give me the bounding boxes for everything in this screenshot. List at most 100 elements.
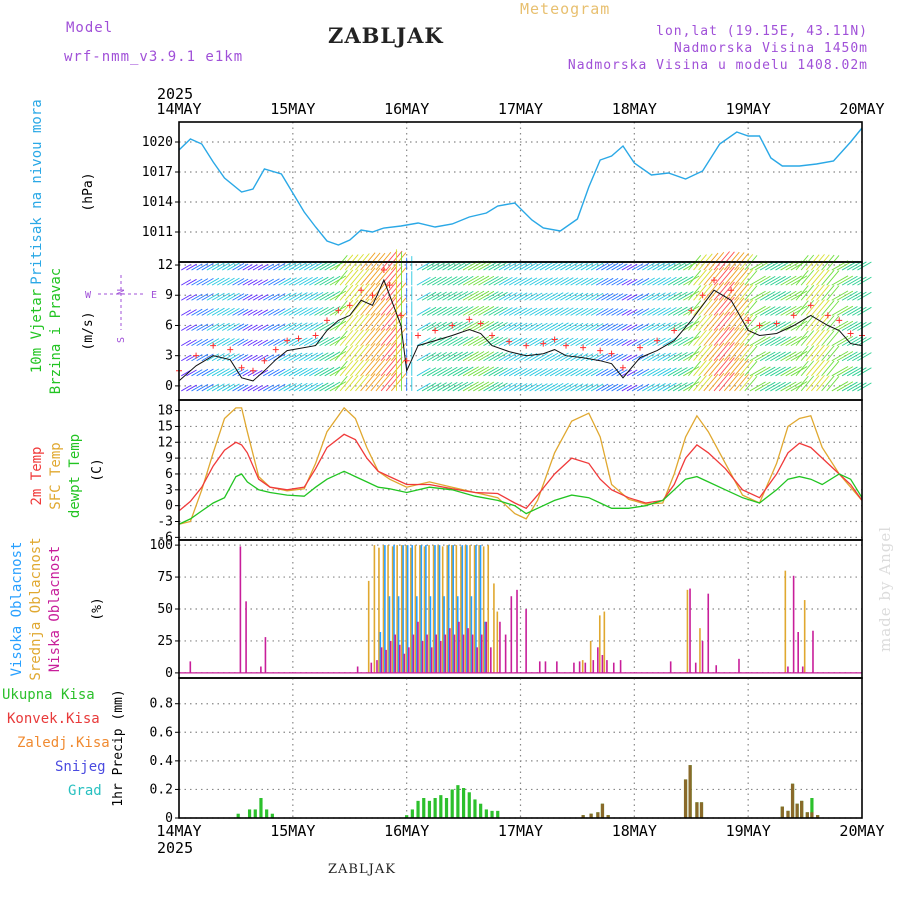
wind-arrow	[442, 306, 458, 316]
mid-cloud-bar	[446, 545, 449, 673]
wind-arrow	[805, 284, 820, 301]
wind-arrow	[324, 366, 341, 377]
wind-arrow	[585, 262, 599, 271]
wind-arrow	[554, 261, 569, 271]
wind-gust-marker	[323, 317, 330, 324]
wind-arrow	[519, 368, 533, 377]
wind-arrow	[642, 322, 655, 331]
wind-arrow	[181, 354, 192, 362]
wind-arrow	[621, 354, 632, 362]
wind-arrow	[498, 292, 513, 301]
wind-arrow	[631, 263, 644, 271]
wind-arrow	[529, 368, 543, 377]
wind-arrow	[247, 309, 258, 316]
wind-arrow	[683, 290, 700, 301]
wind-arrow	[718, 311, 735, 331]
wind-arrow	[816, 375, 830, 392]
wind-arrow	[857, 352, 872, 362]
low-cloud-bar	[435, 634, 437, 673]
wind-gust-marker	[261, 357, 268, 364]
wind-arrow	[857, 337, 872, 346]
wind-arrow	[672, 261, 688, 271]
wind-arrow	[672, 291, 688, 301]
wind-arrow	[765, 306, 781, 316]
wind-arrow	[339, 330, 354, 346]
mid-cloud-bar	[382, 545, 385, 673]
wind-arrow	[647, 322, 661, 331]
wind-arrow	[252, 385, 263, 392]
wind-arrow	[729, 357, 745, 377]
low-cloud-bar	[516, 589, 518, 673]
high-cloud-bar	[456, 596, 459, 673]
wind-arrow	[770, 366, 786, 377]
wind-arrow	[570, 383, 584, 392]
wind-arrow	[514, 322, 528, 331]
wind-arrow	[385, 296, 403, 316]
wind-arrow	[800, 345, 815, 362]
wind-gust-marker	[358, 287, 365, 294]
wind-arrow	[508, 277, 523, 286]
wind-arrow	[416, 367, 431, 377]
wind-arrow	[432, 276, 447, 286]
wind-arrow	[800, 269, 815, 286]
wind-arrow	[601, 308, 614, 316]
wind-arrow	[544, 262, 559, 271]
wind-arrow	[303, 276, 319, 286]
wind-arrow	[616, 384, 628, 392]
wind-arrow	[575, 277, 589, 286]
wind-arrow	[242, 294, 253, 301]
wind-arrow	[268, 308, 280, 316]
wind-arrow	[237, 354, 249, 362]
wind-arrow	[232, 262, 245, 271]
pressure-unit-label: (hPa)	[81, 172, 96, 211]
wind-arrow	[273, 323, 286, 331]
wind-arrow	[242, 339, 253, 346]
wind-arrow	[626, 339, 638, 346]
wind-arrow	[421, 367, 437, 377]
wind-arrow	[457, 351, 474, 362]
wind-arrow	[703, 313, 719, 331]
wind-arrow	[693, 269, 707, 286]
wind-arrow	[800, 300, 815, 316]
wind-arrow	[493, 276, 508, 286]
pressure-axis-label: Pritisak na nivou mora	[29, 99, 45, 284]
wind-arrow	[810, 284, 825, 301]
conv-precip-bar	[699, 802, 704, 818]
wind-arrow	[534, 368, 548, 377]
wind-arrow	[616, 293, 628, 301]
wind-arrow	[278, 368, 292, 377]
wind-arrow	[693, 360, 707, 377]
wind-arrow	[765, 351, 781, 362]
wind-arrow	[652, 352, 666, 362]
wind-arrow	[549, 337, 564, 346]
wind-arrow	[186, 278, 197, 286]
wind-arrow	[426, 337, 442, 346]
high-cloud-bar	[393, 545, 395, 673]
wind-arrow	[718, 342, 735, 362]
wind-arrow	[432, 336, 447, 346]
wind-arrow	[841, 336, 858, 346]
precip-legend-entry: Ukupna Kisa	[2, 687, 95, 703]
wind-arrow	[514, 292, 528, 301]
wind-arrow	[314, 367, 329, 377]
total-precip-bar	[484, 809, 488, 818]
wind-arrow	[554, 337, 569, 346]
wind-arrow	[795, 360, 809, 377]
wind-arrow	[344, 284, 359, 301]
wind-arrow	[698, 283, 713, 301]
high-cloud-bar	[461, 545, 464, 673]
wind-arrow	[775, 306, 792, 316]
y-tick-label: 3	[165, 483, 173, 498]
wind-arrow	[488, 367, 504, 377]
wind-arrow	[309, 322, 324, 331]
wind-arrow	[800, 360, 815, 377]
wind-arrow	[580, 383, 594, 392]
low-cloud-bar	[612, 662, 615, 673]
wind-arrow	[503, 322, 518, 331]
temp-dewpt-axis-label: dewpt Temp	[67, 434, 83, 518]
cloud-unit-label: (%)	[90, 597, 105, 620]
wind-gust-marker	[312, 332, 319, 339]
wind-arrow	[319, 382, 335, 392]
wind-arrow	[355, 374, 370, 392]
low-cloud-axis-label: Niska Oblacnost	[47, 546, 63, 672]
